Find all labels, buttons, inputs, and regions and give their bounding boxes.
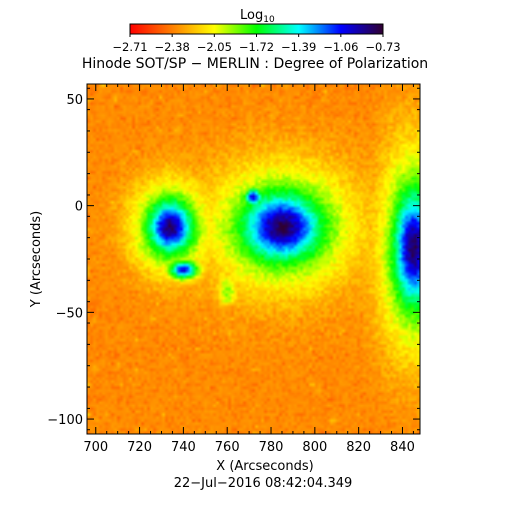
colorbar-tick-label: −2.71 bbox=[112, 40, 147, 54]
x-tick-label: 740 bbox=[171, 440, 196, 455]
x-tick-label: 820 bbox=[346, 440, 371, 455]
x-tick-label: 760 bbox=[215, 440, 240, 455]
colorbar-tick-label: −2.38 bbox=[155, 40, 190, 54]
chart-title: Hinode SOT/SP − MERLIN : Degree of Polar… bbox=[82, 56, 428, 72]
axis-ticks: 700 720 740 760 780 800 820 840 −100 −50 0 50 bbox=[47, 84, 420, 455]
polarization-heatmap bbox=[87, 84, 420, 434]
y-tick-label: −50 bbox=[56, 306, 83, 321]
colorbar-tick-label: −0.73 bbox=[365, 40, 400, 54]
y-tick-label: 50 bbox=[66, 93, 83, 108]
y-axis-label: Y (Arcseconds) bbox=[29, 211, 44, 308]
heatmap-raster bbox=[87, 84, 420, 434]
observation-timestamp: 22−Jul−2016 08:42:04.349 bbox=[174, 476, 353, 491]
colorbar-gradient bbox=[129, 23, 384, 35]
x-tick-label: 700 bbox=[83, 440, 108, 455]
colorbar-ticks: −2.71 −2.38 −2.05 −1.72 −1.39 −1.06 −0.73 bbox=[112, 34, 401, 54]
y-tick-label: −100 bbox=[47, 413, 83, 428]
y-tick-label: 0 bbox=[75, 200, 83, 215]
x-tick-label: 720 bbox=[127, 440, 152, 455]
colorbar-tick-label: −2.05 bbox=[197, 40, 232, 54]
colorbar-label: Log10 bbox=[240, 8, 275, 25]
colorbar-tick-label: −1.72 bbox=[239, 40, 274, 54]
x-tick-label: 800 bbox=[302, 440, 327, 455]
colorbar-tick-label: −1.39 bbox=[281, 40, 316, 54]
x-axis-label: X (Arcseconds) bbox=[216, 459, 313, 474]
x-tick-label: 780 bbox=[259, 440, 284, 455]
x-tick-label: 840 bbox=[390, 440, 415, 455]
colorbar-tick-label: −1.06 bbox=[323, 40, 358, 54]
